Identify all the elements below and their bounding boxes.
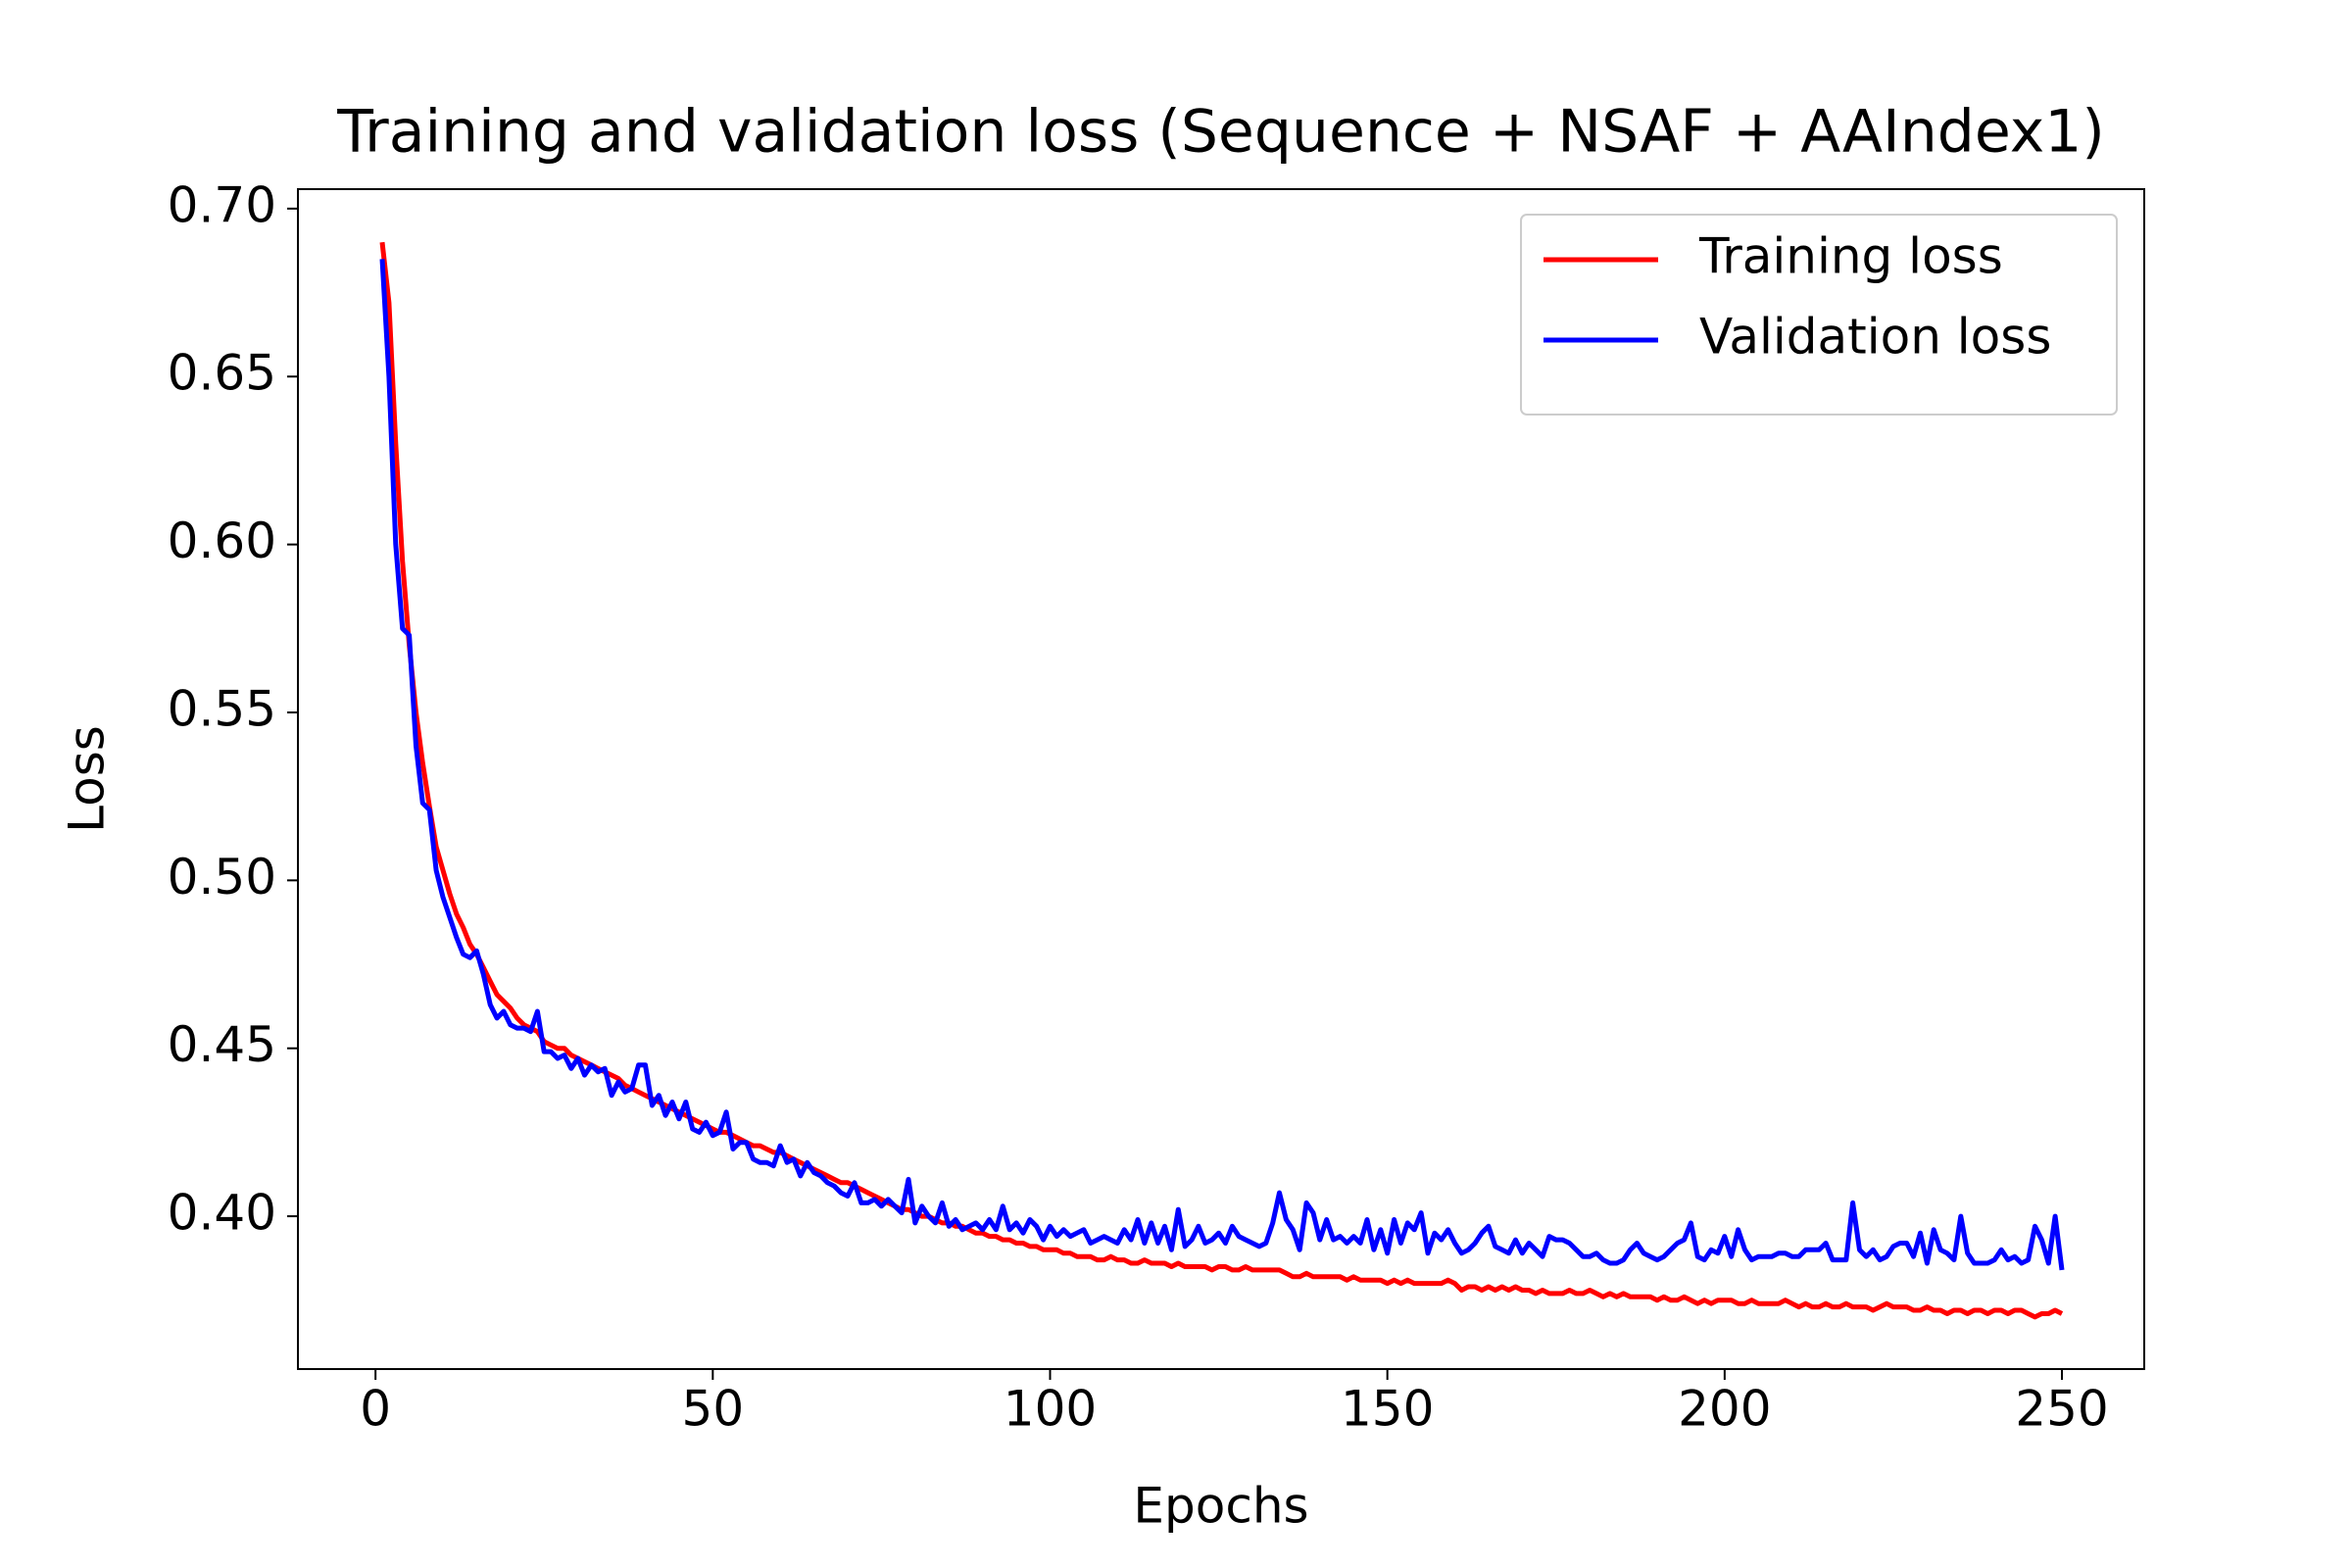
chart-title: Training and validation loss (Sequence +…: [336, 98, 2105, 167]
x-tick-label: 100: [1004, 1381, 1097, 1438]
x-tick-label: 150: [1341, 1381, 1434, 1438]
legend-label: Validation loss: [1699, 309, 2051, 366]
y-tick-label: 0.60: [168, 513, 276, 569]
plot-frame: [297, 188, 2145, 1370]
x-tick-label: 50: [682, 1381, 745, 1438]
y-tick-label: 0.45: [168, 1016, 276, 1073]
series-line: [379, 259, 2065, 1271]
y-tick-label: 0.40: [168, 1185, 276, 1242]
y-tick-label: 0.55: [168, 680, 276, 737]
y-tick-label: 0.70: [168, 176, 276, 233]
y-tick-label: 0.65: [168, 345, 276, 402]
x-tick-label: 200: [1678, 1381, 1771, 1438]
y-axis-label: Loss: [59, 725, 116, 833]
x-tick-label: 0: [360, 1381, 391, 1438]
x-axis-label: Epochs: [1133, 1478, 1308, 1535]
y-tick-label: 0.50: [168, 849, 276, 906]
legend-box: [1520, 214, 2118, 416]
legend-label: Training loss: [1698, 228, 2003, 285]
x-tick-label: 250: [2015, 1381, 2108, 1438]
